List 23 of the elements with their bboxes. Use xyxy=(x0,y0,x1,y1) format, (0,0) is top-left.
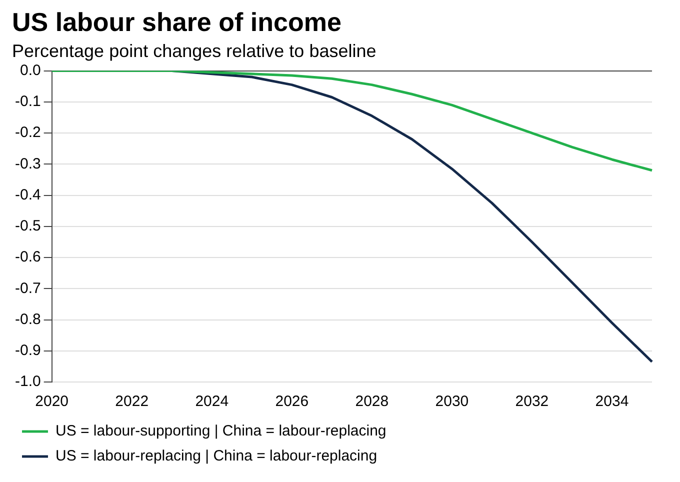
y-tick-label: -0.9 xyxy=(14,342,41,360)
y-tick-label: -0.8 xyxy=(14,310,41,328)
legend-label: US = labour-supporting | China = labour-replacing xyxy=(56,422,386,440)
y-tick-label: -0.7 xyxy=(14,280,41,297)
y-tick-label: -0.6 xyxy=(14,248,41,266)
x-tick-label: 2032 xyxy=(515,393,549,410)
y-tick-label: 0.0 xyxy=(20,62,41,79)
y-tick-label: -0.2 xyxy=(14,124,41,142)
x-tick-label: 2022 xyxy=(115,393,149,410)
chart-title: US labour share of income xyxy=(12,6,342,37)
x-tick-label: 2034 xyxy=(595,393,629,410)
x-tick-label: 2028 xyxy=(355,393,389,410)
legend-label: US = labour-replacing | China = labour-replacing xyxy=(56,448,378,465)
y-tick-label: -0.4 xyxy=(14,186,41,204)
chart-subtitle: Percentage point changes relative to baseline xyxy=(12,40,376,61)
y-tick-label: -0.1 xyxy=(14,93,41,110)
y-tick-label: -0.3 xyxy=(14,155,41,172)
x-tick-label: 2024 xyxy=(195,393,229,410)
x-tick-label: 2030 xyxy=(435,393,469,410)
y-tick-label: -0.5 xyxy=(14,218,41,235)
x-tick-label: 2026 xyxy=(275,393,309,410)
x-tick-label: 2020 xyxy=(35,393,69,410)
y-tick-label: -1.0 xyxy=(14,373,41,390)
